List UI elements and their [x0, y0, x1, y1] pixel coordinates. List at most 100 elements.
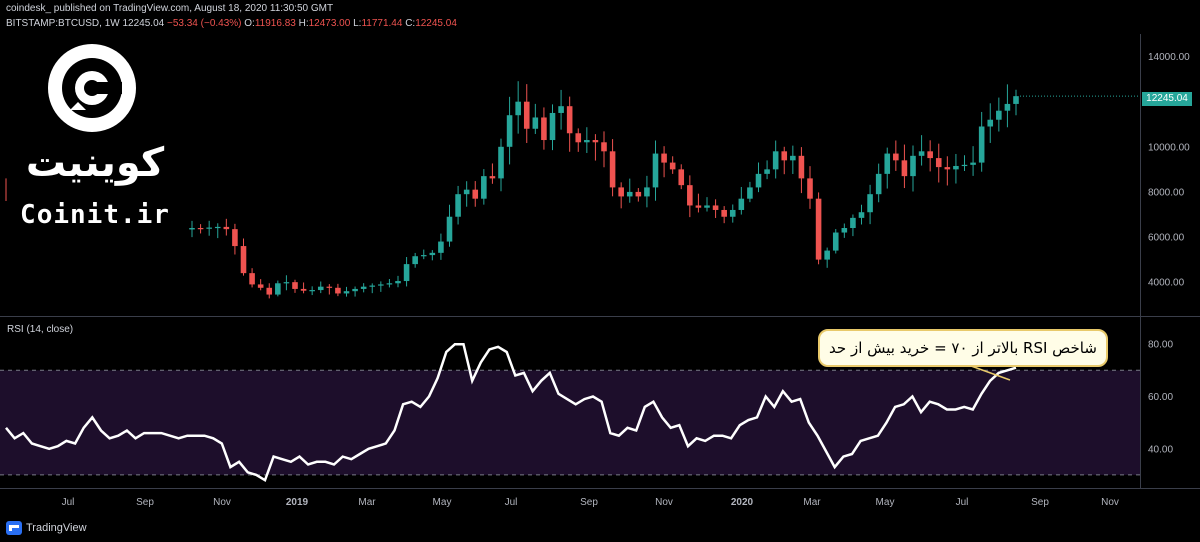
candle-body	[575, 133, 582, 143]
candle-body	[412, 256, 418, 265]
candle-body	[858, 212, 865, 218]
price-pane	[5, 81, 1140, 299]
time-tick-label: Sep	[580, 497, 598, 508]
high-value: 12473.00	[308, 18, 351, 29]
candle-body	[317, 286, 324, 291]
candle-body	[712, 205, 719, 210]
price-tick-label: 14000.00	[1148, 52, 1190, 63]
time-tick-label: Jul	[505, 497, 518, 508]
candle-body	[223, 226, 230, 230]
candle-body	[369, 285, 376, 287]
candle-body	[343, 291, 350, 294]
candle-body	[738, 198, 745, 210]
candle-body	[910, 155, 916, 177]
time-tick-label: Nov	[655, 497, 673, 508]
candle-body	[489, 176, 496, 179]
tradingview-footer[interactable]: TradingView	[6, 521, 87, 535]
close-value: 12245.04	[415, 18, 457, 29]
candle-body	[961, 164, 968, 167]
candle-body	[824, 250, 830, 260]
candle-body	[798, 155, 805, 179]
candle-body	[532, 117, 539, 129]
price-change: −53.34 (−0.43%)	[167, 18, 242, 29]
time-tick-label: Sep	[136, 497, 154, 508]
time-tick-label: Mar	[803, 497, 821, 508]
candle-body	[704, 205, 710, 208]
candle-body	[626, 191, 633, 197]
candle-body	[747, 187, 753, 199]
candle-body	[970, 162, 976, 165]
candle-body	[875, 173, 882, 195]
candle-body	[644, 187, 650, 197]
candle-body	[721, 209, 727, 217]
last-price: 12245.04	[122, 18, 165, 29]
candle-body	[300, 288, 307, 291]
candle-body	[850, 217, 856, 229]
candle-body	[1004, 103, 1011, 111]
candle-body	[807, 178, 813, 199]
candle-body	[523, 101, 530, 129]
candle-body	[403, 264, 410, 282]
rsi-line	[5, 342, 1017, 483]
time-tick-label: May	[433, 497, 452, 508]
coinit-logo: کوینیت Coinit.ir	[10, 40, 180, 240]
time-tick-label: May	[876, 497, 895, 508]
candle-body	[197, 228, 204, 230]
candle-body	[601, 142, 607, 152]
candle-body	[189, 228, 195, 230]
candle-body	[249, 273, 255, 285]
candle-body	[1013, 96, 1019, 104]
time-tick-label: Jul	[62, 497, 75, 508]
candle-body	[841, 228, 848, 233]
close-label: C:	[405, 18, 416, 29]
logo-persian-text: کوینیت	[25, 140, 165, 186]
candle-body	[729, 209, 736, 217]
candle-body	[558, 106, 564, 113]
symbol[interactable]: BITSTAMP:BTCUSD, 1W	[6, 18, 120, 29]
time-tick-label: 2020	[731, 497, 754, 508]
candle-body	[438, 241, 444, 253]
candle-body	[283, 282, 290, 284]
candle-body	[867, 194, 873, 213]
candle-body	[395, 281, 401, 284]
candle-body	[635, 191, 642, 197]
candle-body	[901, 160, 908, 177]
low-value: 11771.44	[361, 18, 403, 29]
candle-body	[772, 151, 779, 170]
low-label: L:	[353, 18, 362, 29]
price-tick-label: 8000.00	[1148, 187, 1185, 198]
candle-body	[240, 246, 247, 274]
candle-body	[781, 151, 788, 161]
tradingview-label: TradingView	[26, 522, 87, 534]
candle-body	[446, 216, 453, 242]
axes: 4000.006000.008000.0010000.0012000.00140…	[0, 34, 1200, 508]
rsi-indicator-label[interactable]: RSI (14, close)	[7, 324, 74, 335]
candle-body	[609, 151, 616, 188]
candle-body	[687, 185, 693, 206]
candle-body	[541, 117, 547, 141]
open-value: 11916.83	[254, 18, 296, 29]
candle-body	[652, 153, 659, 188]
time-tick-label: Jul	[956, 497, 969, 508]
candle-body	[386, 283, 393, 285]
candle-body	[953, 165, 959, 170]
candle-body	[266, 287, 273, 295]
publish-info: coindesk_ published on TradingView.com, …	[6, 3, 334, 14]
candle-body	[206, 227, 212, 229]
candle-body	[987, 119, 994, 127]
candle-body	[592, 140, 599, 143]
price-tick-label: 6000.00	[1148, 233, 1185, 244]
candle-body	[481, 176, 487, 199]
rsi-tick-label: 80.00	[1148, 340, 1173, 351]
candle-body	[669, 162, 676, 170]
candle-body	[815, 198, 822, 260]
candle-body	[455, 194, 461, 217]
candle-body	[978, 126, 985, 163]
time-tick-label: 2019	[286, 497, 309, 508]
candle-body	[257, 284, 264, 288]
symbol-ohlc-bar: BITSTAMP:BTCUSD, 1W 12245.04 −53.34 (−0.…	[6, 18, 457, 29]
open-label: O:	[244, 18, 255, 29]
candle-body	[360, 286, 367, 289]
candle-body	[472, 189, 479, 199]
